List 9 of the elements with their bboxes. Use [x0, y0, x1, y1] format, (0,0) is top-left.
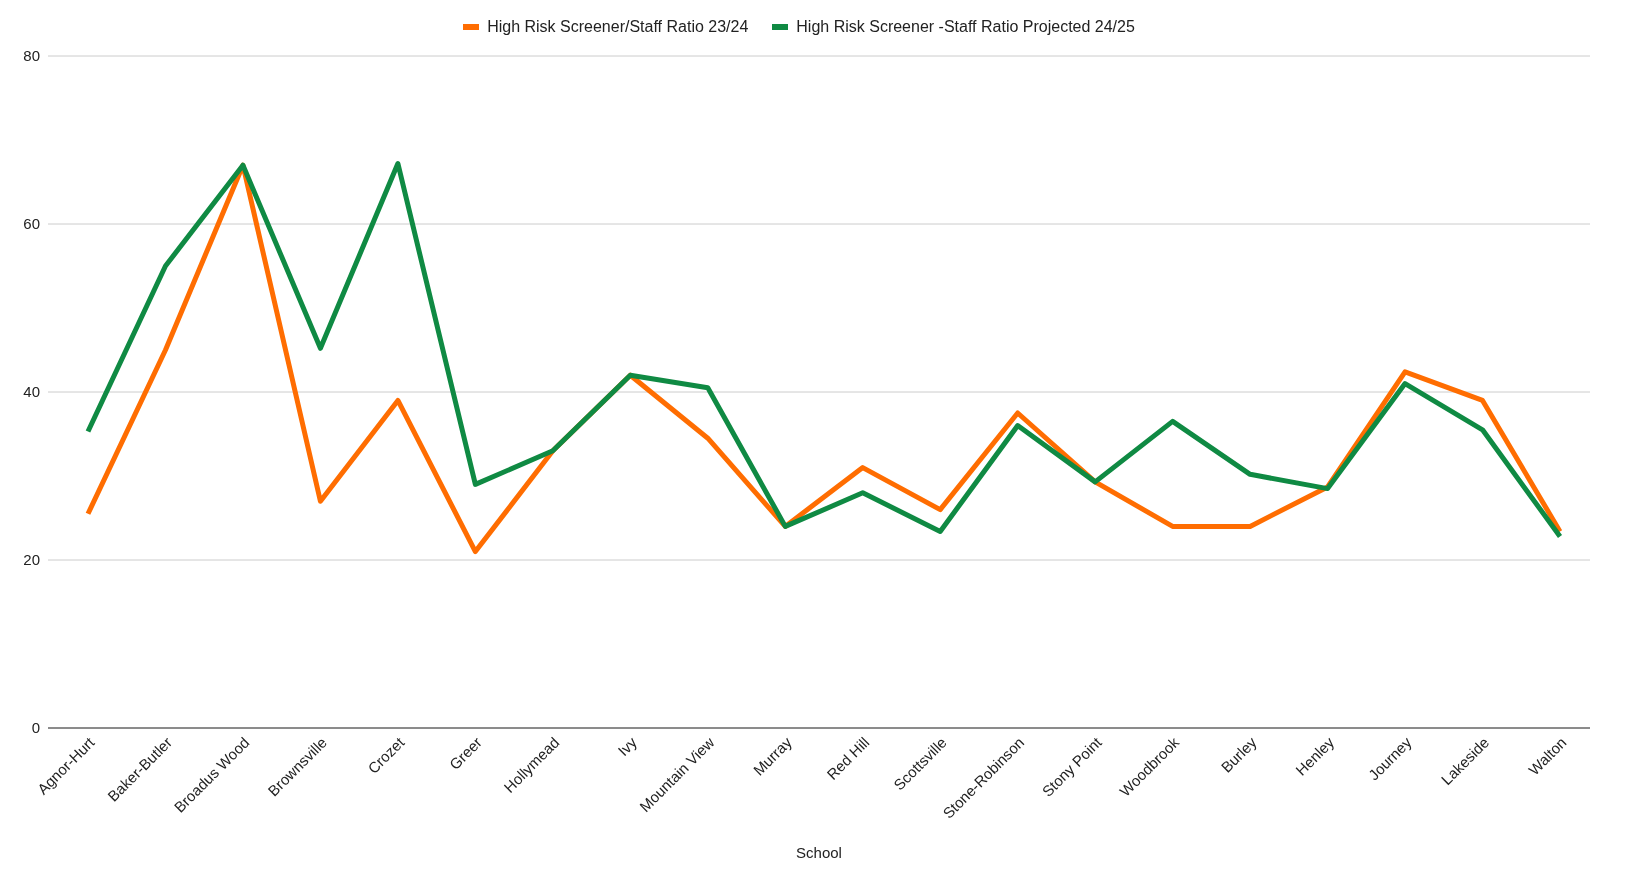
legend-label: High Risk Screener -Staff Ratio Projected 24/25: [795, 18, 1135, 36]
y-tick-label: 20: [23, 551, 40, 569]
legend-label: High Risk Screener/Staff Ratio 23/24: [486, 18, 749, 36]
y-tick-label: 80: [23, 47, 40, 65]
x-tick-label: Ivy: [614, 733, 641, 760]
y-tick-label: 40: [23, 383, 40, 401]
x-axis-title: School: [796, 844, 842, 861]
y-tick-label: 60: [23, 215, 40, 233]
y-tick-label: 0: [31, 719, 40, 737]
